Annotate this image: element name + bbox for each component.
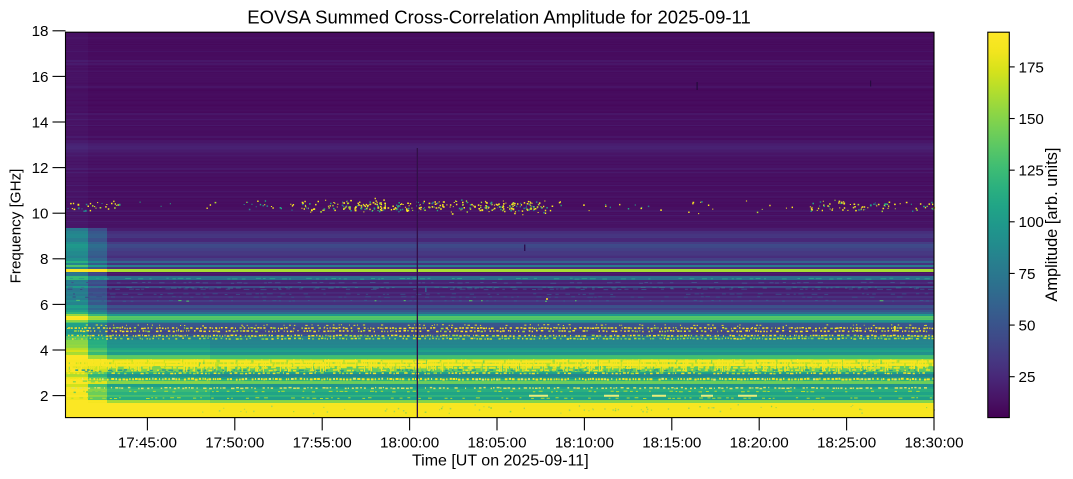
svg-text:18:05:00: 18:05:00: [467, 435, 526, 452]
svg-text:Time [UT on 2025-09-11]: Time [UT on 2025-09-11]: [412, 453, 589, 470]
svg-text:100: 100: [1019, 214, 1044, 231]
svg-text:18:10:00: 18:10:00: [555, 435, 614, 452]
svg-text:50: 50: [1019, 318, 1036, 335]
svg-text:2: 2: [40, 388, 48, 405]
svg-text:8: 8: [40, 251, 48, 268]
svg-text:17:45:00: 17:45:00: [118, 435, 177, 452]
svg-text:17:50:00: 17:50:00: [205, 435, 264, 452]
svg-text:14: 14: [32, 114, 49, 131]
svg-text:12: 12: [32, 160, 49, 177]
svg-text:17:55:00: 17:55:00: [293, 435, 352, 452]
svg-text:18:00:00: 18:00:00: [380, 435, 439, 452]
svg-text:18:15:00: 18:15:00: [642, 435, 701, 452]
svg-text:150: 150: [1019, 111, 1044, 128]
svg-text:75: 75: [1019, 266, 1036, 283]
svg-text:18:30:00: 18:30:00: [904, 435, 963, 452]
svg-text:Frequency [GHz]: Frequency [GHz]: [7, 169, 24, 284]
svg-text:10: 10: [32, 206, 49, 223]
svg-text:125: 125: [1019, 163, 1044, 180]
svg-text:18:20:00: 18:20:00: [730, 435, 789, 452]
svg-text:16: 16: [32, 69, 49, 86]
svg-text:18:25:00: 18:25:00: [817, 435, 876, 452]
svg-text:6: 6: [40, 297, 48, 314]
svg-text:4: 4: [40, 342, 48, 359]
svg-text:EOVSA Summed Cross-Correlation: EOVSA Summed Cross-Correlation Amplitude…: [247, 7, 751, 28]
svg-text:175: 175: [1019, 59, 1044, 76]
svg-text:18: 18: [32, 23, 49, 40]
svg-text:Amplitude [arb. units]: Amplitude [arb. units]: [1043, 148, 1061, 302]
svg-text:25: 25: [1019, 369, 1036, 386]
